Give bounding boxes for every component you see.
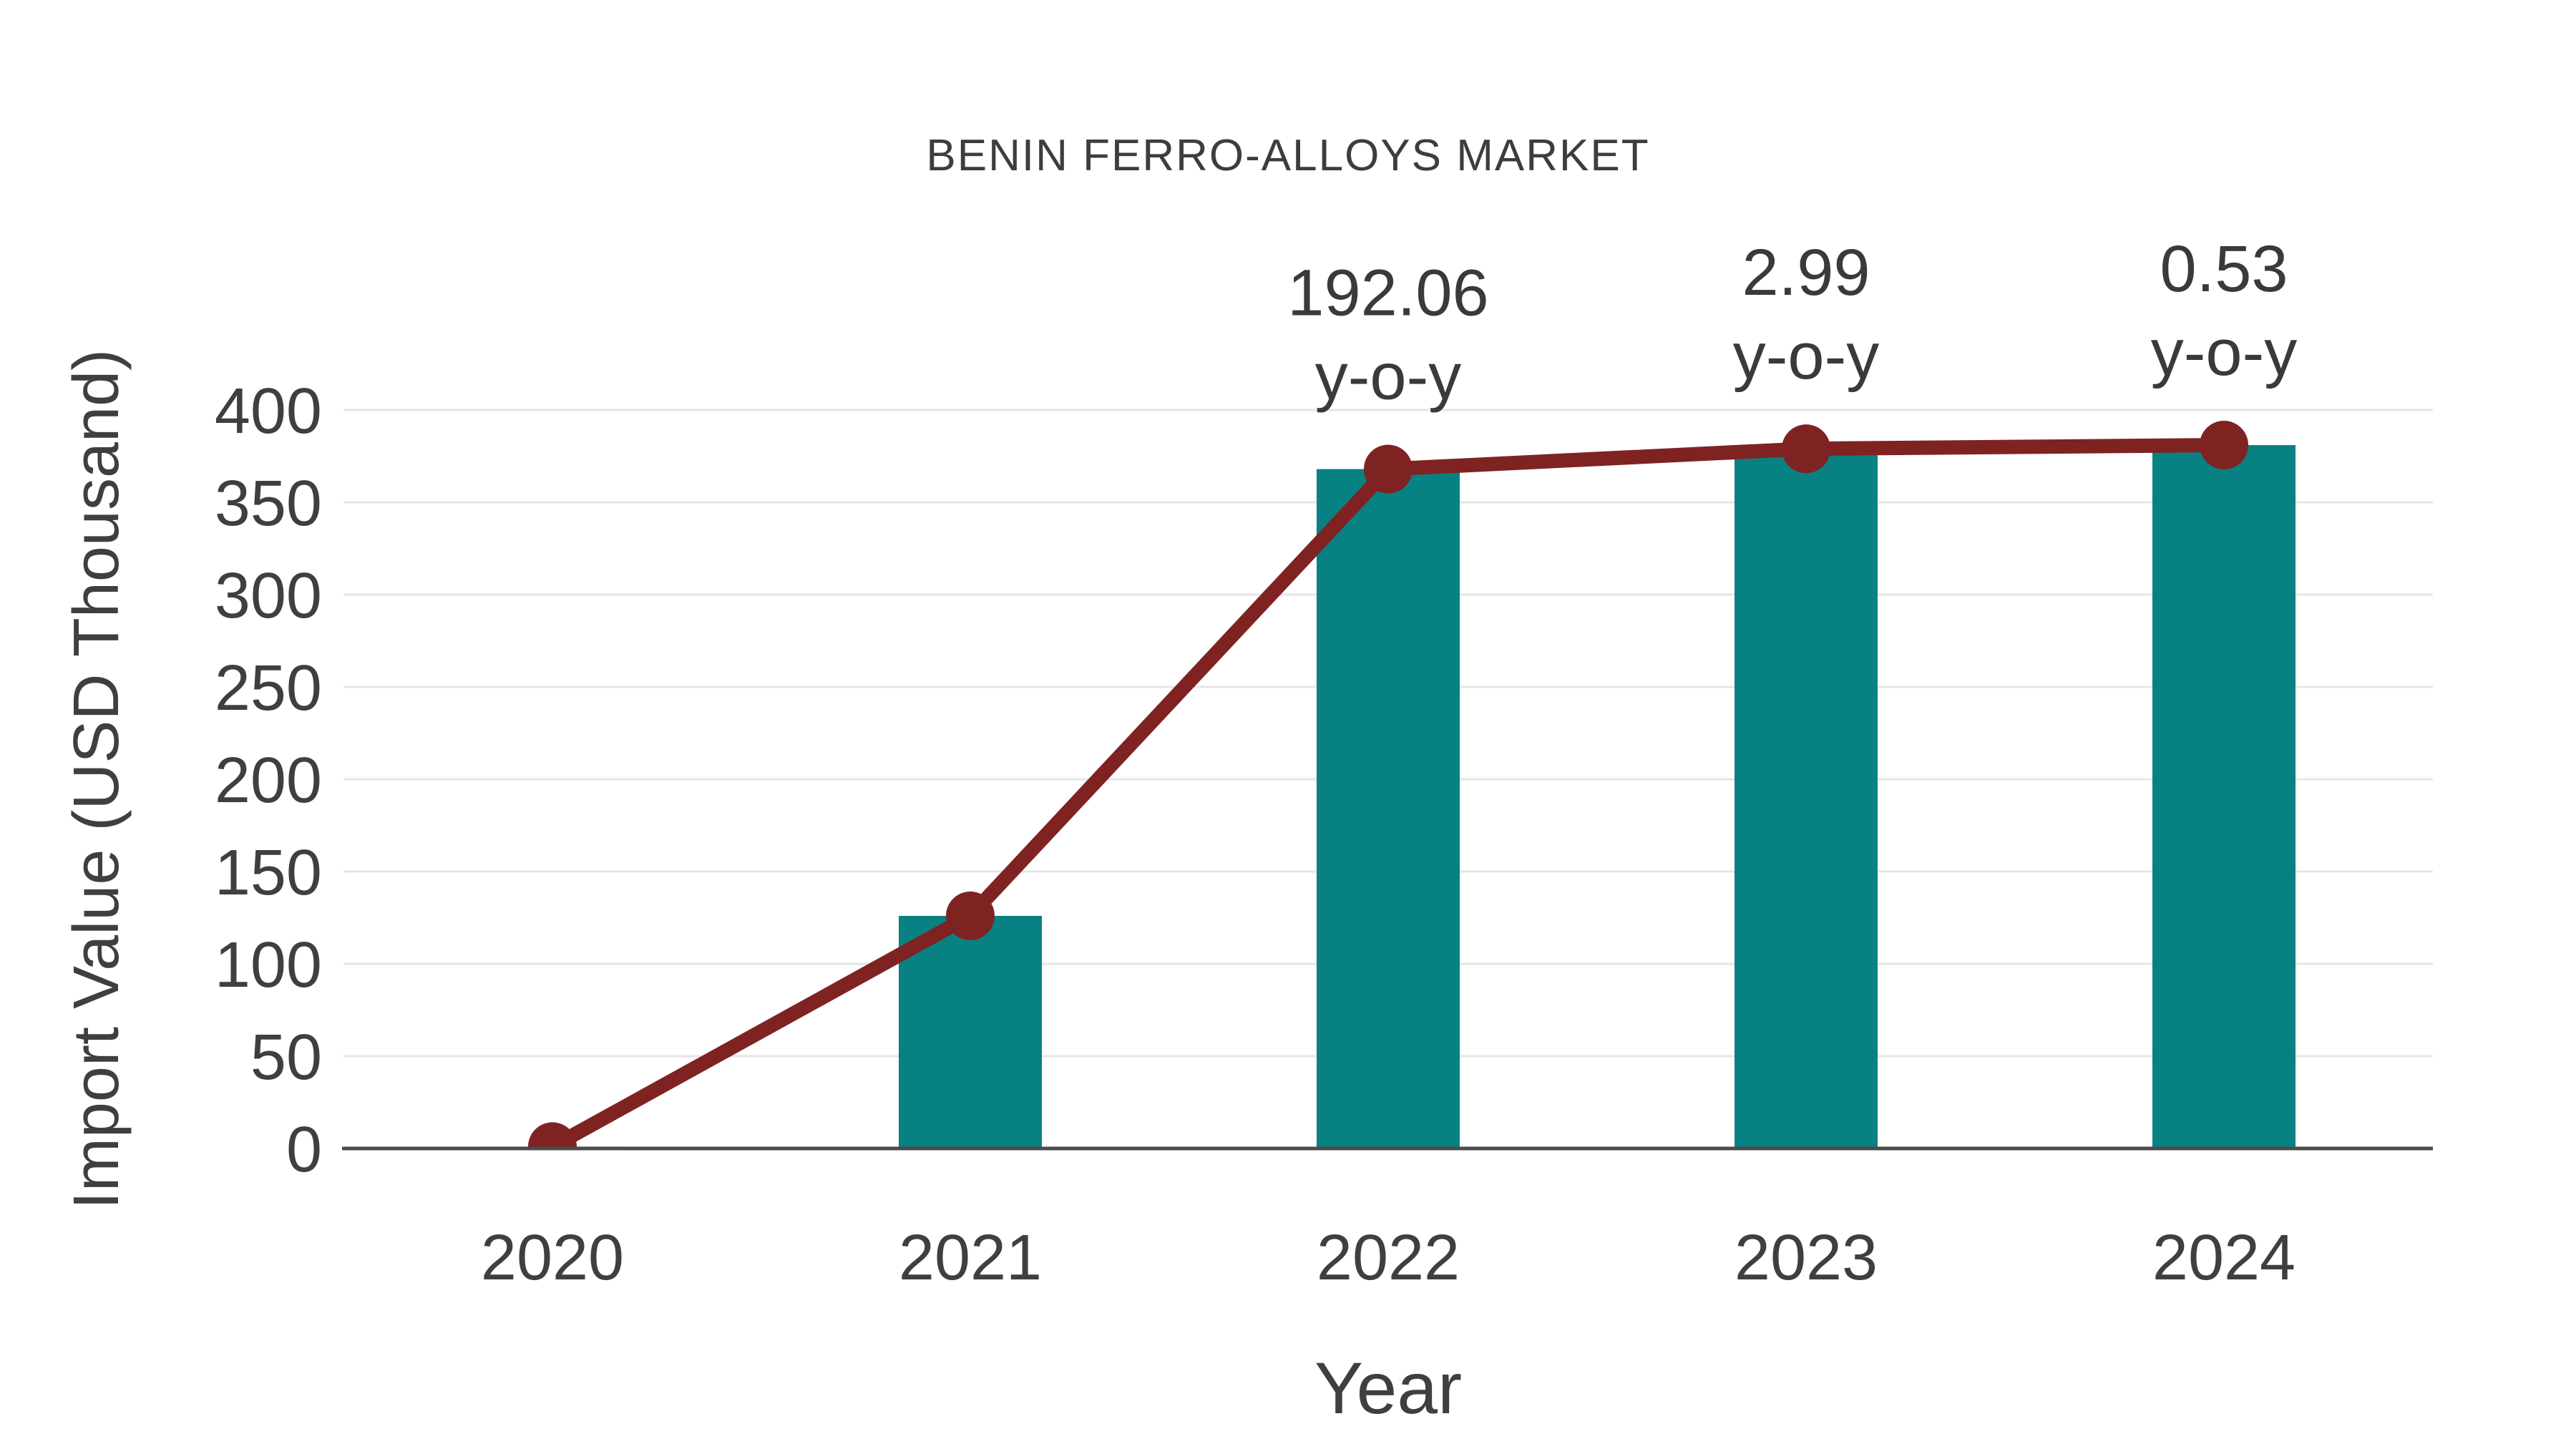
x-axis-label: Year [1314,1347,1462,1429]
bar-2021 [899,915,1042,1148]
x-tick-label: 2024 [2152,1222,2296,1294]
chart-title: BENIN FERRO-ALLOYS MARKET [926,131,1649,180]
x-tick-label: 2020 [481,1222,624,1294]
annotation-value-2023: 2.99 [1742,236,1870,309]
bars-layer [481,445,2296,1148]
bar-2023 [1735,449,1878,1148]
y-tick-label: 50 [250,1022,322,1093]
marker-2023 [1782,424,1830,474]
marker-2024 [2200,421,2248,470]
bar-2024 [2152,445,2296,1148]
marker-2021 [946,891,995,940]
x-tick-label: 2021 [899,1222,1042,1294]
y-tick-label: 200 [215,745,322,816]
y-tick-label: 250 [215,653,322,724]
y-tick-label: 350 [215,468,322,540]
y-tick-label: 0 [286,1114,322,1186]
y-tick-label: 100 [215,930,322,1001]
annotation-suffix-2024: y-o-y [2151,316,2297,389]
y-tick-label: 150 [215,837,322,909]
trend-line-layer [528,421,2248,1150]
x-tick-label: 2023 [1735,1222,1878,1294]
marker-2020 [528,1122,577,1150]
y-tick-label: 300 [215,560,322,632]
y-axis-label: Import Value (USD Thousand) [61,349,132,1209]
tick-labels-layer: 0 50 100 150 200 250 300 350 400 2020 2021 2022 2023… [215,376,2296,1294]
annotation-value-2024: 0.53 [2160,233,2288,306]
annotation-suffix-2022: y-o-y [1315,341,1461,414]
annotation-suffix-2023: y-o-y [1733,320,1879,393]
x-tick-label: 2022 [1317,1222,1460,1294]
annotation-value-2022: 192.06 [1287,257,1488,330]
y-tick-label: 400 [215,376,322,447]
marker-2022 [1364,444,1413,494]
annotations-layer: 192.06 y-o-y 2.99 y-o-y 0.53 y-o-y [1287,233,2297,414]
bar-2022 [1317,469,1460,1148]
